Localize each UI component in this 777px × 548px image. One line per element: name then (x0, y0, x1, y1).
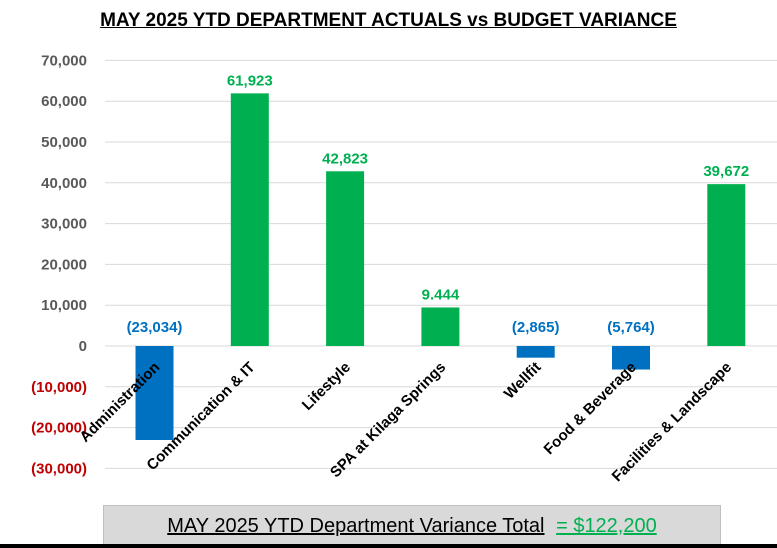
bar (707, 184, 746, 346)
data-label: (2,865) (512, 319, 560, 336)
y-tick-label: 60,000 (41, 93, 87, 110)
bar (516, 346, 555, 358)
chart-title: MAY 2025 YTD DEPARTMENT ACTUALS vs BUDGE… (100, 10, 677, 31)
y-axis-ticks: 70,000 60,000 50,000 40,000 30,000 20,000 10,0… (31, 52, 87, 477)
y-tick-label: 20,000 (41, 256, 87, 273)
y-tick-label: (30,000) (31, 460, 87, 477)
y-tick-label: 30,000 (41, 216, 87, 233)
variance-total-value: = $122,200 (556, 515, 657, 537)
data-label: 61,923 (227, 72, 273, 89)
data-labels: (23,034) 61,923 42,823 9.444 (2,865) (5,764) 3… (127, 72, 750, 336)
gridlines (105, 59, 777, 469)
bar (421, 307, 460, 346)
variance-total-label: MAY 2025 YTD Department Variance Total (167, 515, 545, 537)
y-tick-label: (10,000) (31, 379, 87, 396)
data-label: (5,764) (607, 319, 655, 336)
data-label: 42,823 (322, 150, 368, 167)
y-tick-label: 0 (79, 338, 87, 355)
bar (135, 346, 174, 440)
data-label: 9.444 (422, 286, 460, 303)
y-tick-label: (20,000) (31, 420, 87, 437)
bar-chart: 70,000 60,000 50,000 40,000 30,000 20,000 10,0… (31, 52, 777, 485)
bar (230, 93, 269, 346)
y-tick-label: 10,000 (41, 297, 87, 314)
variance-total-box: MAY 2025 YTD Department Variance Total =… (103, 505, 721, 547)
y-tick-label: 70,000 (41, 52, 87, 69)
data-label: (23,034) (127, 319, 183, 336)
bar (326, 171, 365, 346)
data-label: 39,672 (703, 163, 749, 180)
bar (612, 346, 650, 370)
bottom-border (0, 544, 777, 548)
y-tick-label: 50,000 (41, 134, 87, 151)
category-label: Food & Beverage (541, 359, 640, 458)
bars (135, 93, 746, 440)
category-label: Wellfit (501, 359, 545, 403)
y-tick-label: 40,000 (41, 175, 87, 192)
